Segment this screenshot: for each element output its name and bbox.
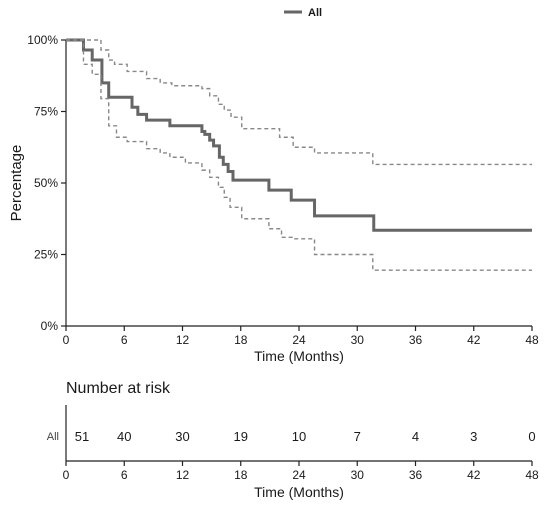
- risk-count: 4: [412, 429, 419, 444]
- x-tick-label: 18: [234, 333, 248, 347]
- x-tick-label: 30: [351, 333, 365, 347]
- risk-x-tick-label: 6: [121, 468, 128, 482]
- x-tick-label: 48: [525, 333, 539, 347]
- risk-x-tick-label: 36: [409, 468, 423, 482]
- risk-count: 51: [75, 429, 89, 444]
- risk-table-title: Number at risk: [66, 380, 171, 397]
- x-tick-label: 36: [409, 333, 423, 347]
- risk-x-tick-label: 42: [467, 468, 481, 482]
- risk-x-tick-label: 18: [234, 468, 248, 482]
- risk-x-tick-label: 30: [351, 468, 365, 482]
- x-tick-label: 12: [176, 333, 190, 347]
- risk-count: 10: [292, 429, 306, 444]
- risk-table: Number at risk All 51 40 30 19 10 7 4 3 0 0 6 12 18…: [47, 380, 539, 500]
- risk-row-label: All: [47, 431, 59, 443]
- y-tick-label: 50%: [34, 176, 58, 190]
- risk-count: 7: [354, 429, 361, 444]
- series-line-upper-ci: [66, 39, 532, 166]
- plot-axes: 0 6 12 18 24 30 36 42 48 0% 25% 50% 75% 100% Time (M…: [8, 33, 539, 364]
- risk-x-tick-label: 12: [176, 468, 190, 482]
- risk-x-tick-label: 48: [525, 468, 539, 482]
- y-tick-label: 25%: [34, 248, 58, 262]
- x-axis-ticks: 0 6 12 18 24 30 36 42 48: [63, 326, 539, 347]
- risk-x-tick-label: 0: [63, 468, 70, 482]
- y-tick-label: 0%: [41, 319, 59, 333]
- legend: All: [284, 7, 322, 19]
- risk-count: 40: [117, 429, 131, 444]
- y-tick-label: 75%: [34, 105, 58, 119]
- y-axis-label: Percentage: [8, 145, 25, 222]
- risk-count: 3: [470, 429, 477, 444]
- series-line-estimate: [66, 38, 532, 232]
- risk-x-axis-label: Time (Months): [254, 484, 344, 500]
- risk-count: 19: [234, 429, 248, 444]
- series-line-lower-ci: [66, 39, 532, 271]
- y-axis-ticks: 0% 25% 50% 75% 100%: [27, 33, 66, 333]
- risk-count: 0: [528, 429, 535, 444]
- risk-count: 30: [175, 429, 189, 444]
- risk-x-axis-ticks: 0 6 12 18 24 30 36 42 48: [63, 461, 539, 482]
- x-tick-label: 42: [467, 333, 481, 347]
- x-tick-label: 6: [121, 333, 128, 347]
- legend-label-all: All: [308, 7, 322, 19]
- x-axis-label: Time (Months): [254, 348, 344, 364]
- survival-curves: [66, 38, 532, 271]
- x-tick-label: 0: [63, 333, 70, 347]
- risk-counts: 51 40 30 19 10 7 4 3 0: [75, 429, 536, 444]
- y-tick-label: 100%: [27, 33, 58, 47]
- risk-x-tick-label: 24: [292, 468, 306, 482]
- x-tick-label: 24: [292, 333, 306, 347]
